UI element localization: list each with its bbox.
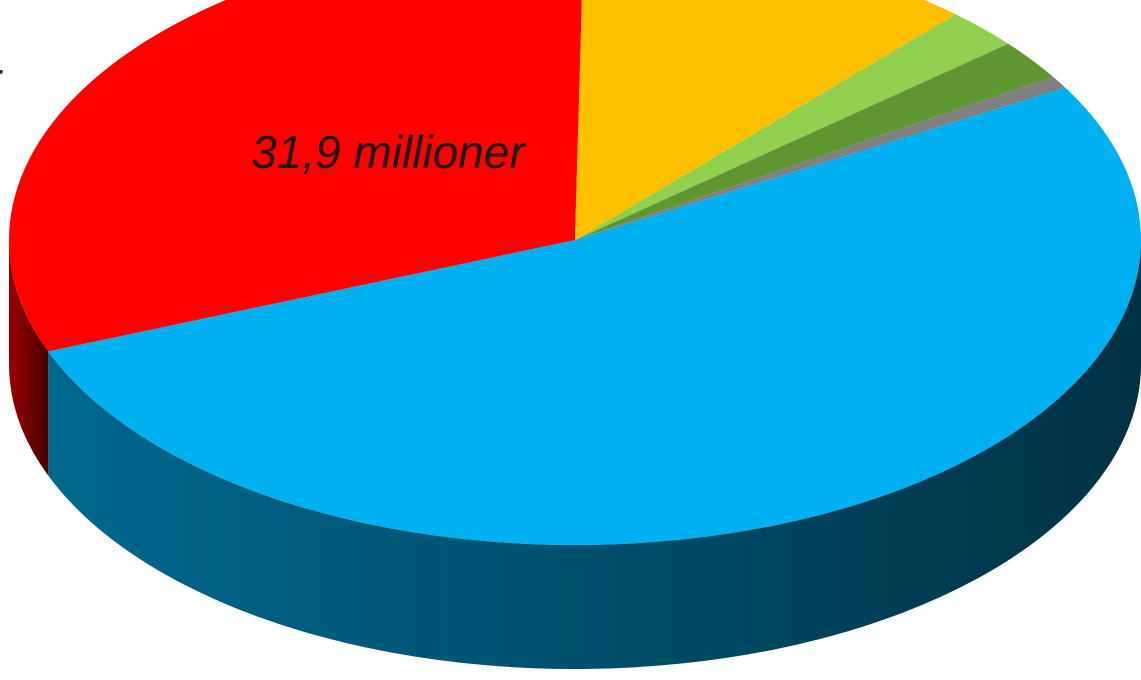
pie-slice-5 <box>575 76 1066 240</box>
pie-slice-4 <box>575 43 1054 240</box>
pie-slice-1 <box>9 0 582 352</box>
pie-slice-side-shade-1 <box>9 240 49 476</box>
pie-slice-label-0: 31,9 millioner <box>251 126 526 178</box>
pie-side-walls <box>9 240 1141 670</box>
pie-slice-0 <box>48 87 1141 545</box>
pie-slice-side-shade-0 <box>48 240 1141 670</box>
pie-labels: 31,9 millioner r <box>0 53 526 178</box>
pie-partial-label-0: r <box>0 53 3 105</box>
pie-slice-2 <box>575 0 956 240</box>
pie-slice-3 <box>575 14 1009 240</box>
pie-top-faces <box>9 0 1141 545</box>
